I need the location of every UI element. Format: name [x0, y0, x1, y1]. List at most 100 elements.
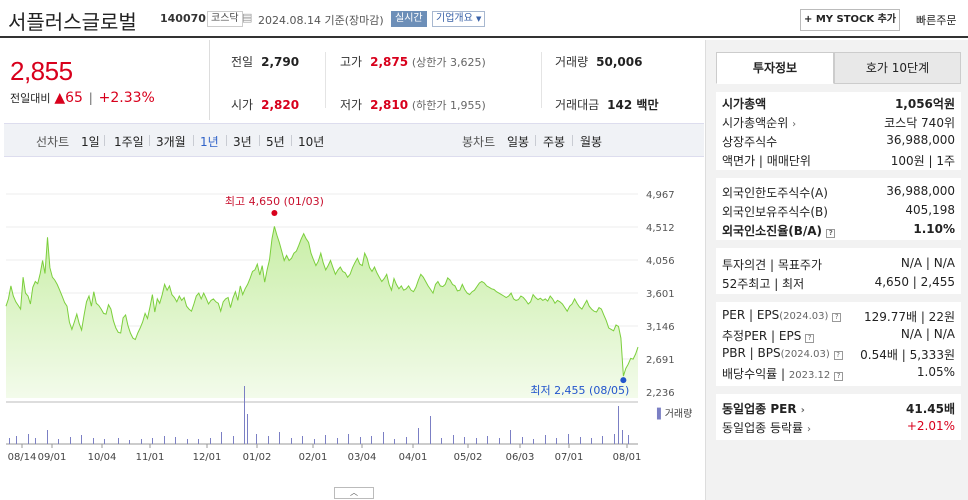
volume-legend: ▌거래량: [656, 407, 692, 420]
tab-10y[interactable]: 10년: [298, 135, 325, 149]
volume-bar: [16, 436, 17, 444]
volume-bar: [430, 416, 431, 444]
lower-limit: (하한가 1,955): [411, 99, 486, 112]
section-industry: 동일업종 PER › 41.45배 동일업종 등락률 › +2.01%: [716, 394, 961, 440]
volume-bar: [337, 438, 338, 444]
tab-order-book[interactable]: 호가 10단계: [834, 52, 961, 84]
price-chart[interactable]: 4,967 4,512 4,056 3,601 3,146 2,691 2,236 최고 4…: [0, 178, 700, 488]
tab-1d[interactable]: 1일: [81, 135, 100, 149]
volume-bar: [198, 439, 199, 444]
x-tick-label: 06/03: [506, 452, 535, 463]
divider: [104, 135, 105, 146]
section-foreign: 외국인한도주식수(A) 36,988,000 외국인보유주식수(B) 405,198…: [716, 178, 961, 240]
price-area: [6, 226, 638, 398]
tab-monthly[interactable]: 월봉: [580, 135, 603, 149]
tab-1y[interactable]: 1년: [200, 135, 219, 149]
volume-bar: [291, 438, 292, 444]
ind-rate-text: 동일업종 등락률: [722, 421, 804, 435]
ind-rate-label[interactable]: 동일업종 등락률 ›: [722, 419, 811, 436]
volume-bar: [129, 440, 130, 444]
stat-label: 고가: [340, 55, 363, 69]
help-icon[interactable]: ?: [834, 372, 844, 381]
cap-rank-value: 코스닥 740위: [884, 116, 955, 130]
candle-chart-label: 봉차트: [462, 135, 496, 149]
stat-high: 고가 2,875 (상한가 3,625): [340, 53, 486, 70]
tab-weekly[interactable]: 주봉: [543, 135, 566, 149]
per-value: 129.77배 | 22원: [863, 310, 955, 324]
volume-bar: [499, 438, 500, 444]
volume-bar: [104, 439, 105, 444]
volume-bar: [210, 438, 211, 444]
volume-bar: [556, 438, 557, 444]
div-label: 배당수익률 | 2023.12 ?: [722, 365, 844, 382]
high-marker: [271, 210, 278, 216]
pbr-label: PBR | BPS(2024.03) ?: [722, 346, 843, 360]
divider: [572, 135, 573, 146]
volume-bar: [141, 439, 142, 444]
add-my-stock-button[interactable]: + MY STOCK 추가: [800, 9, 900, 31]
x-tick-label: 01/02: [243, 452, 272, 463]
volume-bar: [233, 436, 234, 444]
stat-label: 거래대금: [555, 98, 600, 112]
stock-header: 서플러스글로벌 140070 코스닥 ▤ 2024.08.14 기준(장마감) …: [0, 0, 968, 38]
divider: [226, 135, 227, 146]
realtime-badge[interactable]: 실시간: [391, 11, 427, 27]
tab-investment-info[interactable]: 투자정보: [716, 52, 834, 84]
y-tick-label: 3,146: [646, 322, 675, 333]
tab-5y[interactable]: 5년: [266, 135, 285, 149]
tab-3y[interactable]: 3년: [233, 135, 252, 149]
help-icon[interactable]: ?: [805, 334, 815, 343]
par-value: 100원 | 1주: [890, 154, 955, 168]
volume-bar: [314, 439, 315, 444]
volume-bar: [268, 436, 269, 444]
volume-bar: [628, 435, 629, 444]
x-tick-label: 08/01: [613, 452, 642, 463]
help-icon[interactable]: ?: [826, 229, 836, 238]
tab-1w[interactable]: 1주일: [114, 135, 144, 149]
volume-bar: [152, 438, 153, 444]
volume-bar: [602, 436, 603, 444]
shares-label: 상장주식수: [722, 135, 778, 149]
volume-bar: [453, 435, 454, 444]
cap-rank-text: 시가총액순위: [722, 116, 789, 130]
y-tick-label: 2,691: [646, 355, 675, 366]
volume-bar: [244, 386, 245, 444]
stat-value: 2,875: [370, 55, 409, 69]
company-info-dropdown[interactable]: 기업개요 ▼: [432, 11, 486, 27]
ind-per-label[interactable]: 동일업종 PER ›: [722, 400, 805, 417]
chevron-right-icon: ›: [800, 405, 805, 416]
volume-bar: [187, 439, 188, 444]
cap-rank-label[interactable]: 시가총액순위 ›: [722, 114, 796, 131]
volume-legend-label: 거래량: [665, 408, 693, 420]
volume-bar: [302, 436, 303, 444]
tab-daily[interactable]: 일봉: [507, 135, 530, 149]
volume-bar: [545, 435, 546, 444]
high-annotation: 최고 4,650 (01/03): [225, 195, 324, 208]
help-icon[interactable]: ?: [832, 313, 842, 322]
volume-bar: [118, 438, 119, 444]
section-opinion: 투자의견 | 목표주가 N/A | N/A 52주최고 | 최저 4,650 | 2…: [716, 248, 961, 294]
tab-3m[interactable]: 3개월: [156, 135, 186, 149]
foreign-ratio-value: 1.10%: [913, 222, 955, 236]
divider: |: [88, 91, 93, 105]
div-value: 1.05%: [916, 365, 955, 379]
quick-order-link[interactable]: 빠른주문: [916, 14, 957, 27]
collapse-chart-button[interactable]: ︿: [334, 487, 374, 499]
ind-per-text: 동일업종 PER: [722, 402, 797, 416]
market-cap-label: 시가총액: [722, 97, 767, 111]
diff-label: 전일대비: [10, 92, 51, 105]
chevron-down-icon: ▼: [476, 15, 482, 23]
stat-label: 저가: [340, 98, 363, 112]
stock-code: 140070: [160, 12, 206, 25]
volume-bar: [394, 439, 395, 444]
x-tick-label: 02/01: [299, 452, 328, 463]
div-period: 2023.12: [788, 370, 831, 381]
volume-bar: [70, 437, 71, 444]
stat-value: 2,790: [261, 55, 300, 69]
help-icon[interactable]: ?: [833, 351, 843, 360]
volume-bar: [221, 432, 222, 444]
volume-bar: [614, 434, 615, 444]
y-tick-label: 2,236: [646, 388, 675, 399]
y-tick-label: 3,601: [646, 289, 675, 300]
shares-value: 36,988,000: [886, 133, 955, 147]
